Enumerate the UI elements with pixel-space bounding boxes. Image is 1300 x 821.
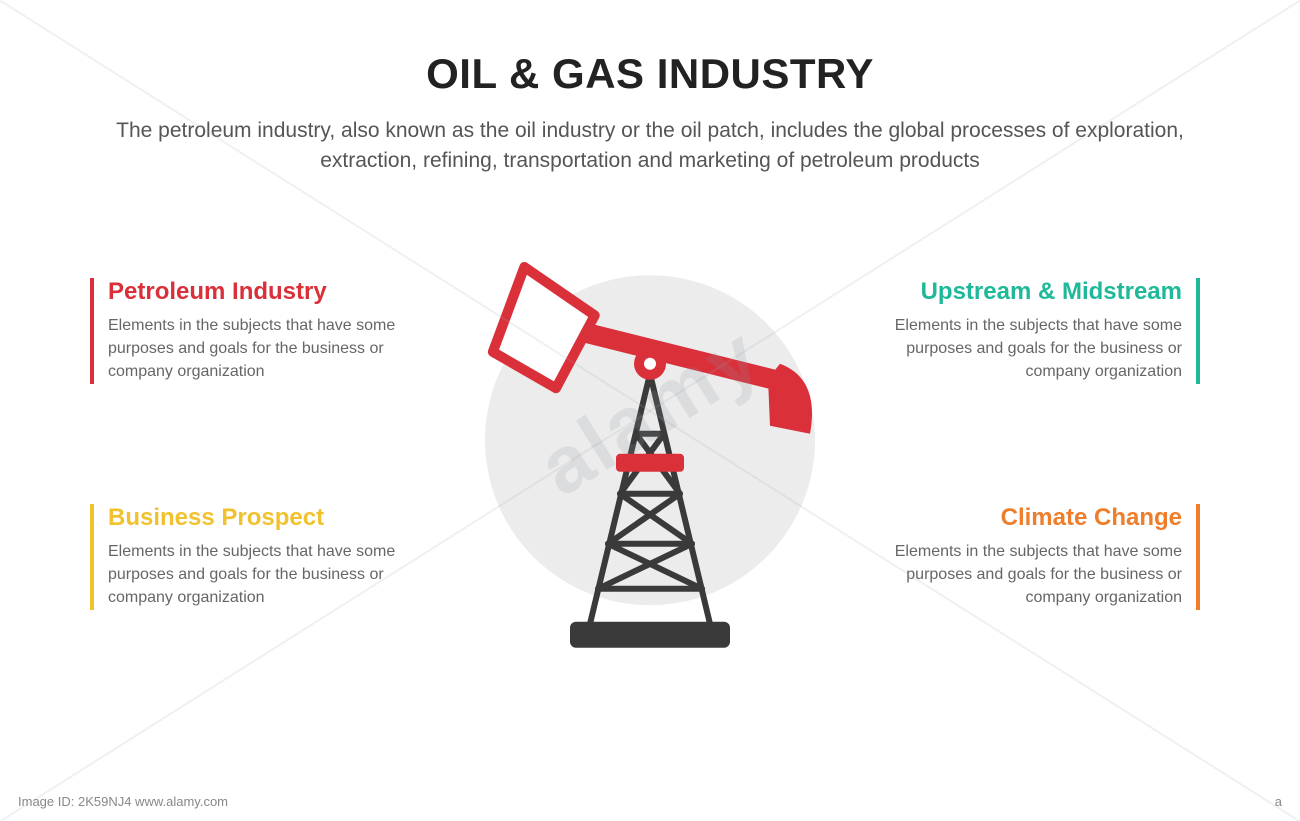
footer-left: Image ID: 2K59NJ4 www.alamy.com <box>18 794 228 809</box>
info-item-2: Business Prospect Elements in the subject… <box>90 504 410 610</box>
info-item-title: Petroleum Industry <box>108 278 410 306</box>
center-graphic <box>440 217 860 637</box>
page-title: OIL & GAS INDUSTRY <box>0 50 1300 98</box>
page-subtitle: The petroleum industry, also known as th… <box>75 116 1225 177</box>
info-item-desc: Elements in the subjects that have some … <box>108 540 410 610</box>
info-item-3: Climate Change Elements in the subjects t… <box>880 504 1200 610</box>
info-item-title: Climate Change <box>880 504 1182 532</box>
info-item-0: Petroleum Industry Elements in the subjec… <box>90 278 410 384</box>
footer-right: a <box>1275 794 1282 809</box>
info-item-desc: Elements in the subjects that have some … <box>880 314 1182 384</box>
pumpjack-icon <box>450 234 850 654</box>
info-item-title: Business Prospect <box>108 504 410 532</box>
info-item-desc: Elements in the subjects that have some … <box>880 540 1182 610</box>
header: OIL & GAS INDUSTRY The petroleum industr… <box>0 50 1300 177</box>
info-item-desc: Elements in the subjects that have some … <box>108 314 410 384</box>
info-item-1: Upstream & Midstream Elements in the subj… <box>880 278 1200 384</box>
infographic-canvas: OIL & GAS INDUSTRY The petroleum industr… <box>0 0 1300 821</box>
info-item-title: Upstream & Midstream <box>880 278 1182 306</box>
